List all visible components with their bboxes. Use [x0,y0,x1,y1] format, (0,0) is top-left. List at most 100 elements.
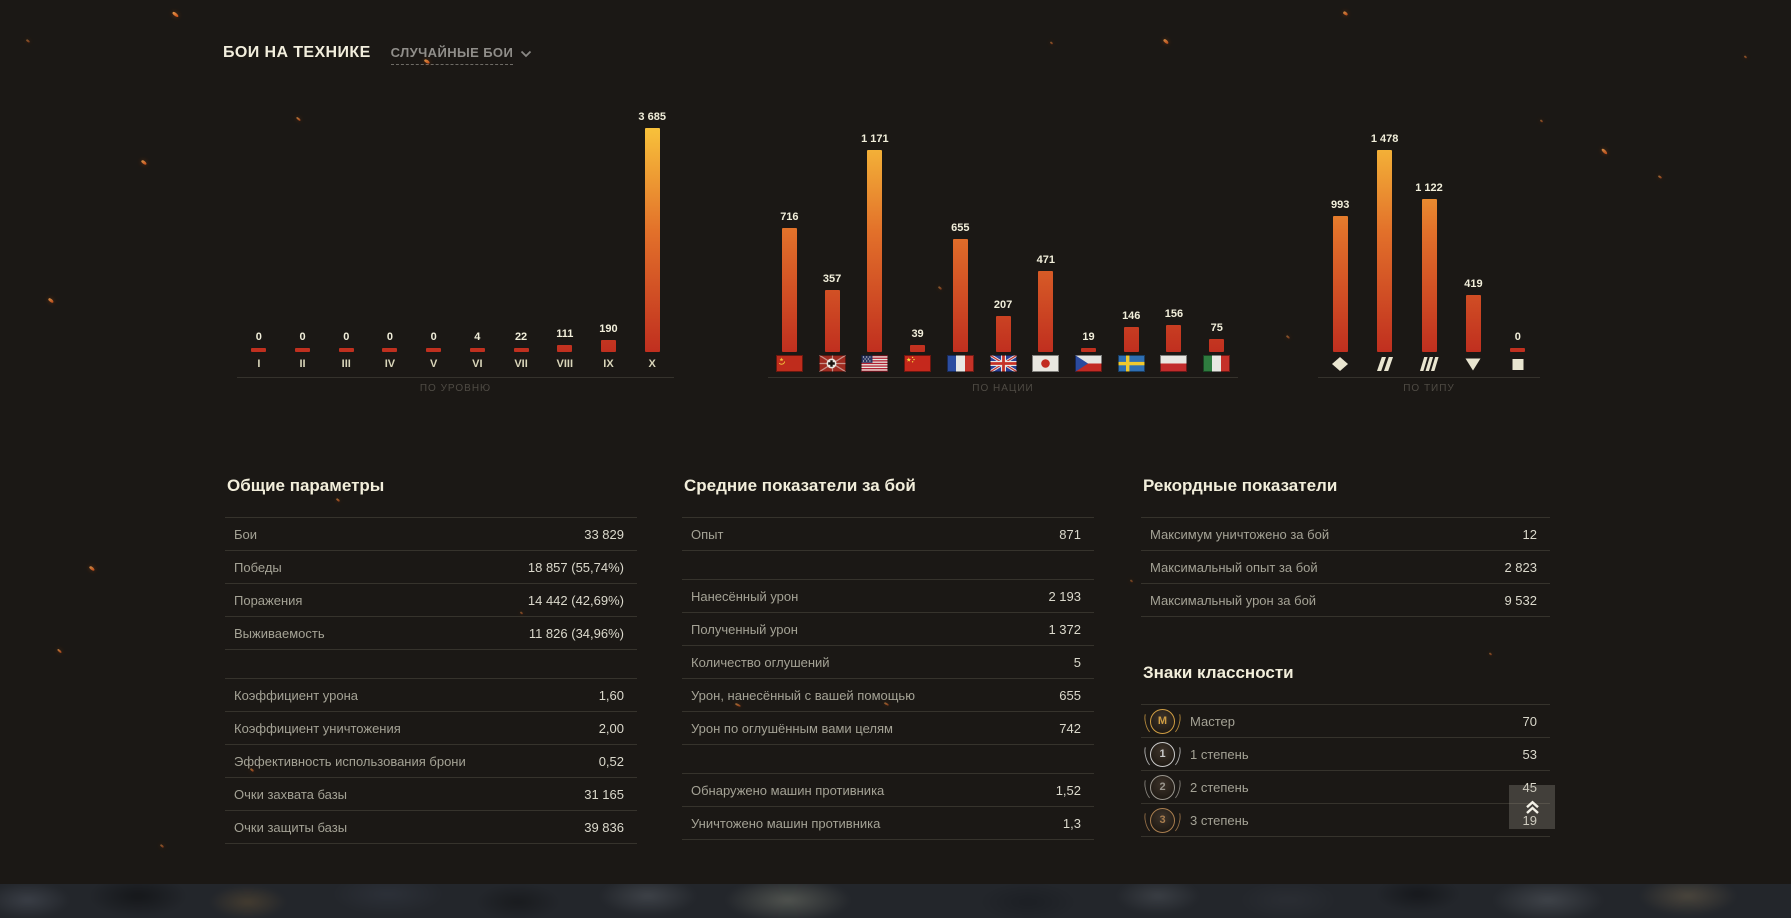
bar-column: 111 [543,328,587,352]
stat-value: 18 857 (55,74%) [527,559,624,575]
stat-group: Бои 33 829 Победы 18 857 (55,74%) Поражения 1… [225,517,637,650]
category-cell: X [630,358,674,370]
stats-panel-records: Рекордные показатели Максимум уничтожено… [1141,476,1550,617]
bar [295,348,311,352]
stat-label: Нанесённый урон [691,588,799,604]
badge-count: 70 [1522,713,1537,729]
stat-label: Выживаемость [234,625,325,641]
bar [1377,150,1393,352]
stat-label: Очки защиты базы [234,819,348,835]
bar [1332,216,1348,352]
bar [781,228,797,352]
stats-panel-average: Средние показатели за бой Опыт 871 Нанесён… [682,476,1094,840]
bar [1166,325,1182,352]
chevron-down-icon [520,50,532,58]
badge-count: 53 [1522,746,1537,762]
bar-value-label: 1 122 [1415,182,1443,194]
bar [995,316,1011,352]
tier-label: I [257,357,261,370]
chart-axis-line [237,377,674,378]
stat-row: Уничтожено машин противника 1,3 [682,806,1094,839]
category-cell: V [412,358,456,370]
stat-label: Эффективность использования брони [234,753,466,769]
chart-axis-line [768,377,1238,378]
bar-value-label: 0 [1514,331,1521,343]
ember-particle [1600,147,1609,156]
bar-column: 156 [1153,308,1196,352]
bar [1465,295,1481,352]
chart-caption: ПО УРОВНЮ [419,383,492,394]
stat-group: Нанесённый урон 2 193 Полученный урон 1 372… [682,579,1094,745]
stat-label: Максимальный опыт за бой [1150,559,1318,575]
ember-particle [25,38,31,44]
ember-particle [1285,334,1291,340]
stat-group: M Мастер 70 1 1 степень 53 2 2 степень 45 3 3 степ… [1141,704,1550,837]
stat-row: Эффективность использования брони 0,52 [225,744,637,777]
panel-title-general: Общие параметры [227,476,385,495]
bar-column: 716 [768,211,811,352]
battles-mode-filter-dropdown[interactable]: СЛУЧАЙНЫЕ БОИ [390,45,533,65]
category-cell [1407,356,1451,372]
stat-row: Поражения 14 442 (42,69%) [225,583,637,616]
flag-sweden-icon [1117,355,1145,372]
ember-particle [140,159,148,166]
category-cell: III [324,358,368,370]
stat-row: Обнаружено машин противника 1,52 [682,773,1094,806]
stat-label: Уничтожено машин противника [691,815,881,831]
flag-france-icon [946,355,974,372]
stat-label: Урон по оглушённым вами целям [691,720,893,736]
flag-china-icon [904,355,932,372]
bar [910,345,926,352]
ember-particle [159,843,165,849]
category-cell [1110,355,1153,372]
bar [469,348,485,352]
stat-label: Победы [234,559,282,575]
class-badge-row: 2 2 степень 45 [1141,770,1550,803]
badge-3rd-class-icon: 3 [1150,807,1175,833]
badge-label: 2 степень [1190,779,1249,795]
flag-usa-icon [861,355,889,372]
category-cell [853,355,896,372]
tier-label: X [648,357,656,370]
bar [1510,348,1526,352]
bar-value-label: 0 [386,331,394,343]
ember-particle [1488,652,1493,656]
stat-value: 39 836 [584,819,624,835]
stat-value: 2 823 [1504,559,1537,575]
bar-column: 655 [939,222,982,352]
stat-value: 871 [1059,526,1081,542]
vehicle-type-spg-icon [1509,356,1527,372]
chart-by-type: 993 1 478 1 122 419 0 ПО ТИПУ [1318,100,1540,394]
bar [557,345,573,352]
flag-poland-icon [1160,355,1188,372]
bar-value-label: 39 [911,328,924,340]
stat-value: 14 442 (42,69%) [527,592,624,608]
bar-column: 1 478 [1362,133,1406,352]
category-cell [768,355,811,372]
bar-value-label: 22 [514,331,528,343]
bar-column: 0 [368,331,412,352]
tier-label: VIII [556,357,574,370]
tier-label: VI [472,357,483,370]
footer-artwork [0,884,1791,918]
bar-value-label: 716 [780,211,799,223]
stat-value: 12 [1522,526,1537,542]
stat-label: Поражения [234,592,303,608]
bar [1209,339,1225,352]
category-cell [1496,356,1540,372]
stat-row: Победы 18 857 (55,74%) [225,550,637,583]
chart-caption: ПО НАЦИИ [972,383,1034,394]
scroll-to-top-button[interactable] [1509,785,1555,829]
bar-column: 0 [324,331,368,352]
stat-row: Выживаемость 11 826 (34,96%) [225,616,637,649]
badge-1st-class-icon: 1 [1150,741,1175,767]
bar [251,348,267,352]
bar-value-label: 75 [1210,322,1223,334]
stat-row: Количество оглушений 5 [682,645,1094,678]
bar-column: 207 [982,299,1025,352]
flag-japan-icon [1032,355,1060,372]
stat-label: Максимум уничтожено за бой [1150,526,1330,542]
stat-value: 655 [1059,687,1081,703]
category-cell [1362,356,1406,372]
bar [824,290,840,352]
